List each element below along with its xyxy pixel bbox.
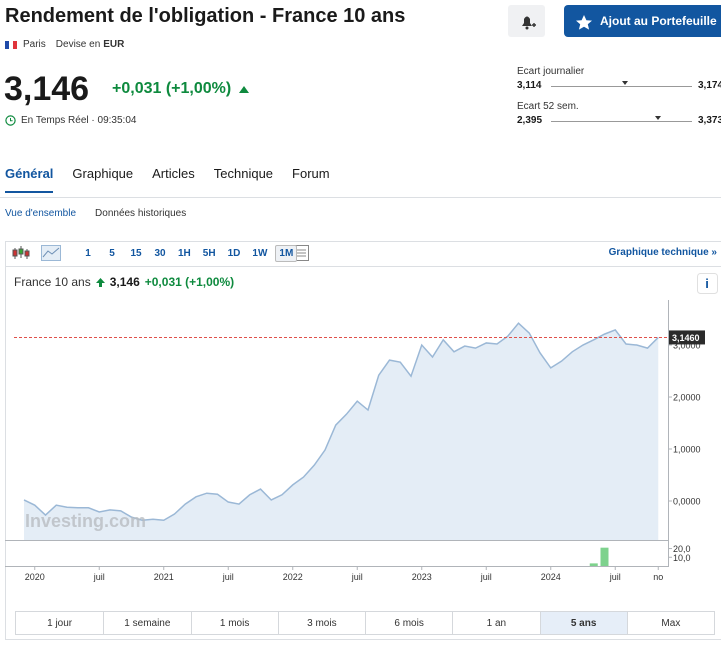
period-button[interactable]: 1 semaine xyxy=(103,612,190,634)
x-tick-label: 2020 xyxy=(25,572,45,582)
interval-button[interactable]: 5 xyxy=(109,248,115,259)
range-bar xyxy=(551,86,692,87)
period-button[interactable]: 1 an xyxy=(452,612,539,634)
watermark: Investing.com xyxy=(25,511,146,531)
currency: EUR xyxy=(103,39,125,50)
x-tick-label: juil xyxy=(93,572,105,582)
legend-change: +0,031 (+1,00%) xyxy=(144,275,235,289)
interval-button[interactable]: 1 xyxy=(85,248,91,259)
flag-fr xyxy=(5,40,17,49)
price-line xyxy=(23,322,659,522)
range-low: 3,114 xyxy=(517,80,542,91)
x-tick-label: 2023 xyxy=(412,572,432,582)
x-tick-label: no xyxy=(653,572,663,582)
interval-button[interactable]: 1M xyxy=(275,245,298,262)
tab[interactable]: Technique xyxy=(213,166,274,181)
interval-button[interactable]: 1H xyxy=(178,248,191,259)
period-button[interactable]: Max xyxy=(626,612,714,634)
star-icon xyxy=(576,15,592,30)
tab[interactable]: Articles xyxy=(152,166,195,181)
interval-button[interactable]: 1W xyxy=(252,248,268,259)
realtime: En Temps Réel · 09:35:04 xyxy=(21,115,137,126)
x-tick-label: juil xyxy=(480,572,492,582)
legend-price: 3,146 xyxy=(109,275,140,289)
legend-name: France 10 ans xyxy=(14,275,91,289)
period-button[interactable]: 3 mois xyxy=(277,612,365,634)
y-tick-label: 3,0000 xyxy=(673,341,701,351)
x-tick-label: 2022 xyxy=(283,572,303,582)
price: 3,146 xyxy=(4,70,90,108)
portfolio-button[interactable]: Ajout au Portefeuille xyxy=(564,5,721,37)
realtime-row: En Temps Réel · 09:35:04 xyxy=(5,115,136,126)
volume-tick-label: 10,0 xyxy=(673,553,691,563)
tab[interactable]: Général xyxy=(5,166,54,193)
area-icon[interactable] xyxy=(41,245,61,261)
info-icon: i xyxy=(705,276,709,291)
exchange: Paris xyxy=(23,39,46,50)
periods: 1 jour 1 semaine 1 mois 3 mois 6 mois 1 an 5 a… xyxy=(15,611,715,635)
legend-row: France 10 ans 3,146 +0,031 (+1,00%) xyxy=(14,275,234,289)
tab[interactable]: Forum xyxy=(292,166,330,181)
period-button[interactable]: 1 jour xyxy=(47,617,73,629)
technical-link[interactable]: Graphique technique » xyxy=(608,247,717,258)
last-price-box xyxy=(669,330,705,345)
x-tick-label: juil xyxy=(222,572,234,582)
interval-button[interactable]: 30 xyxy=(154,248,166,259)
clock-icon xyxy=(5,115,16,126)
x-tick-label: juil xyxy=(351,572,363,582)
tab[interactable]: Graphique xyxy=(72,166,134,181)
period-button[interactable]: 5 ans xyxy=(539,612,627,634)
period-button[interactable]: 1 mois xyxy=(190,612,278,634)
interval-button[interactable]: 1D xyxy=(227,248,241,259)
range-bar xyxy=(551,121,692,122)
range-label: Ecart journalier xyxy=(517,66,585,77)
y-tick-label: 2,0000 xyxy=(673,393,701,403)
period-button[interactable]: 6 mois xyxy=(365,612,452,634)
x-tick-label: 2024 xyxy=(541,572,561,582)
last-price-label: 3,1460 xyxy=(672,333,700,343)
volume-bar xyxy=(600,547,609,566)
bell-icon xyxy=(522,16,536,30)
up-arrow xyxy=(239,86,250,93)
range-marker xyxy=(622,81,628,85)
page-title: Rendement de l'obligation - France 10 an… xyxy=(5,5,406,27)
candle-icon xyxy=(12,246,30,259)
area-fill xyxy=(24,323,659,540)
alert-button[interactable] xyxy=(508,5,545,37)
info-button[interactable] xyxy=(697,273,718,294)
x-tick-label: 2021 xyxy=(154,572,174,582)
range-low: 2,395 xyxy=(517,115,543,126)
currency-label: Devise en xyxy=(55,39,101,50)
legend-arrow xyxy=(95,277,105,287)
range-high: 3,174 xyxy=(698,80,721,91)
volume-bar xyxy=(589,563,598,566)
x-tick-label: juil xyxy=(609,572,621,582)
y-tick-label: 1,0000 xyxy=(673,445,701,455)
price-change: +0,031 (+1,00%) xyxy=(112,80,232,97)
subtabs: Vue d'ensemble Données historiques xyxy=(5,208,186,219)
subtab[interactable]: Données historiques xyxy=(95,208,187,219)
interval-button[interactable]: 5H xyxy=(202,248,216,259)
tabs-divider xyxy=(0,197,721,198)
portfolio-label: Ajout au Portefeuille xyxy=(600,14,717,28)
intervals: 1 5 15 30 1H 5H 1D 1W 1M xyxy=(78,245,298,262)
subtab[interactable]: Vue d'ensemble xyxy=(5,208,77,219)
range-marker xyxy=(655,116,661,120)
range-high: 3,373 xyxy=(698,115,721,126)
change-row: +0,031 (+1,00%) xyxy=(112,80,250,98)
range-label: Ecart 52 sem. xyxy=(517,101,579,112)
y-tick-label: 0,0000 xyxy=(673,497,701,507)
meta-row: Paris Devise en EUR xyxy=(5,39,124,50)
volume-tick-label: 20,0 xyxy=(673,544,691,554)
interval-button[interactable]: 15 xyxy=(130,248,142,259)
tabs: Général Graphique Articles Technique Forum xyxy=(5,166,330,193)
